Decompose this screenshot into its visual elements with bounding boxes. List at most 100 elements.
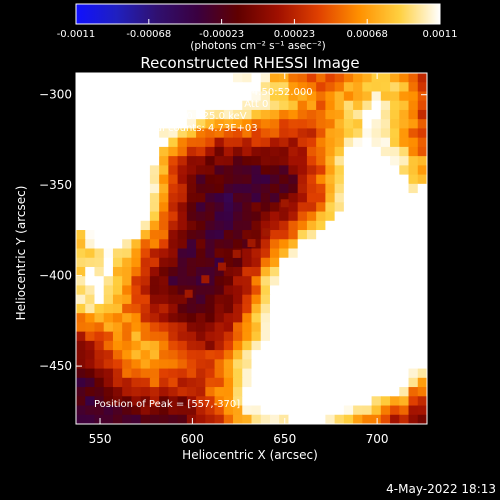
heatmap-cell xyxy=(417,211,427,222)
heatmap-cell xyxy=(168,230,179,240)
heatmap-cell xyxy=(112,359,123,370)
heatmap-cell xyxy=(334,276,345,287)
heatmap-cell xyxy=(408,266,419,277)
heatmap-cell xyxy=(177,248,188,259)
heatmap-cell xyxy=(399,109,410,120)
heatmap-cell xyxy=(149,257,160,268)
heatmap-cell xyxy=(177,119,188,130)
heatmap-cell xyxy=(399,239,410,250)
heatmap-cell xyxy=(279,377,290,388)
heatmap-cell xyxy=(85,183,96,194)
heatmap-cell xyxy=(251,239,262,250)
heatmap-cell xyxy=(269,387,280,397)
heatmap-cell xyxy=(112,285,123,296)
heatmap-cell xyxy=(353,230,363,240)
heatmap-cell xyxy=(380,230,391,240)
heatmap-cell xyxy=(399,303,410,314)
heatmap-cell xyxy=(325,220,336,231)
heatmap-cell xyxy=(343,257,354,268)
heatmap-cell xyxy=(186,91,197,102)
heatmap-cell xyxy=(306,359,317,370)
heatmap-cell xyxy=(131,211,142,222)
footer-date: 4-May-2022 18:13 xyxy=(386,482,496,496)
heatmap-cell xyxy=(223,183,234,194)
heatmap-cell xyxy=(306,202,317,213)
heatmap-cell xyxy=(112,174,123,185)
heatmap-cell xyxy=(122,156,133,166)
heatmap-cell xyxy=(306,109,317,120)
heatmap-cell xyxy=(233,230,243,240)
heatmap-cell xyxy=(390,377,400,388)
x-tick-label: 650 xyxy=(273,432,296,446)
heatmap-cell xyxy=(390,165,400,176)
heatmap-cell xyxy=(94,322,105,333)
heatmap-cell xyxy=(223,340,234,351)
heatmap-cell xyxy=(103,257,114,268)
heatmap-cell xyxy=(316,322,326,333)
heatmap-cell xyxy=(205,294,216,305)
heatmap-cell xyxy=(76,248,86,259)
heatmap-cell xyxy=(279,100,290,111)
heatmap-cell xyxy=(103,220,114,231)
heatmap-cell xyxy=(334,294,345,305)
heatmap-cell xyxy=(233,313,243,323)
heatmap-cell xyxy=(177,303,188,314)
heatmap-cell xyxy=(325,387,336,397)
heatmap-cell xyxy=(242,405,253,416)
heatmap-cell xyxy=(112,128,123,139)
heatmap-cell xyxy=(177,100,188,111)
heatmap-cell xyxy=(196,331,206,342)
heatmap-cell xyxy=(122,73,133,83)
heatmap-cell xyxy=(380,257,391,268)
heatmap-cell xyxy=(408,359,419,370)
heatmap-cell xyxy=(343,156,354,166)
heatmap-cell xyxy=(399,340,410,351)
heatmap-cell xyxy=(417,405,427,416)
heatmap-cell xyxy=(297,193,308,203)
heatmap-cell xyxy=(140,350,151,360)
heatmap-cell xyxy=(417,174,427,185)
heatmap-cell xyxy=(334,377,345,388)
heatmap-cell xyxy=(223,156,234,166)
heatmap-cell xyxy=(140,414,151,424)
heatmap-cell xyxy=(149,276,160,287)
heatmap-cell xyxy=(214,322,225,333)
heatmap-cell xyxy=(131,303,142,314)
heatmap-cell xyxy=(149,230,160,240)
heatmap-cell xyxy=(297,396,308,407)
heatmap-cell xyxy=(94,294,105,305)
heatmap-cell xyxy=(316,248,326,259)
heatmap-cell xyxy=(223,276,234,287)
heatmap-cell xyxy=(94,368,105,379)
heatmap-cell xyxy=(149,266,160,277)
heatmap-cell xyxy=(260,266,271,277)
heatmap-cell xyxy=(177,414,188,424)
heatmap-cell xyxy=(242,230,253,240)
heatmap-cell xyxy=(196,183,206,194)
emission-knot xyxy=(247,239,256,248)
heatmap-cell xyxy=(417,294,427,305)
heatmap-cell xyxy=(399,396,410,407)
heatmap-cell xyxy=(214,294,225,305)
heatmap-cell xyxy=(214,387,225,397)
heatmap-cell xyxy=(122,266,133,277)
heatmap-cell xyxy=(353,340,363,351)
heatmap-cell xyxy=(325,350,336,360)
heatmap-cell xyxy=(122,109,133,120)
heatmap-cell xyxy=(288,211,299,222)
heatmap-cell xyxy=(196,174,206,185)
heatmap-cell xyxy=(399,368,410,379)
heatmap-cell xyxy=(288,193,299,203)
heatmap-cell xyxy=(214,340,225,351)
heatmap-cell xyxy=(279,285,290,296)
heatmap-cell xyxy=(269,211,280,222)
heatmap-cell xyxy=(362,322,373,333)
heatmap-cell xyxy=(380,183,391,194)
heatmap-cell xyxy=(343,340,354,351)
heatmap-cell xyxy=(94,183,105,194)
heatmap-cell xyxy=(362,100,373,111)
heatmap-cell xyxy=(417,73,427,83)
heatmap-cell xyxy=(177,387,188,397)
heatmap-cell xyxy=(159,109,169,120)
heatmap-cell xyxy=(371,303,382,314)
